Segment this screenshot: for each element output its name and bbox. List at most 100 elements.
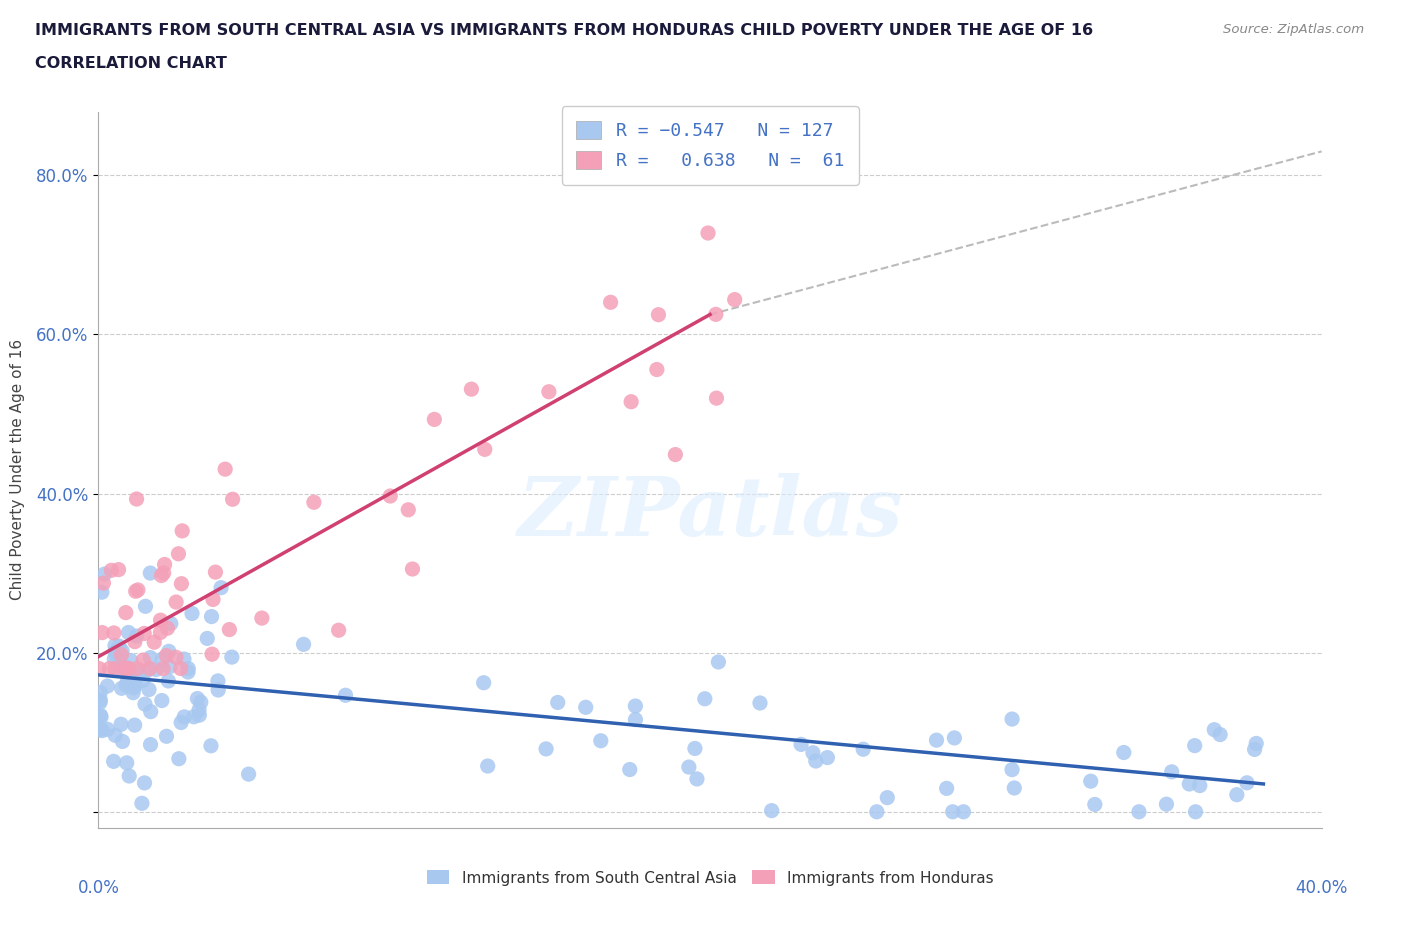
Point (218, 622, 240, 637)
Point (1160, 764, 1182, 779)
Point (190, 695, 212, 710)
Point (108, 639, 131, 654)
Point (645, 362, 668, 377)
Point (170, 577, 193, 591)
Point (167, 751, 190, 766)
Point (693, 691, 716, 706)
Point (159, 616, 181, 631)
Point (124, 677, 146, 692)
Point (804, 753, 827, 768)
Point (152, 565, 174, 580)
Point (103, 754, 125, 769)
Point (170, 661, 193, 676)
Point (1243, 742, 1265, 757)
Point (200, 609, 222, 624)
Point (790, 737, 813, 751)
Y-axis label: Child Poverty Under the Age of 16: Child Poverty Under the Age of 16 (10, 339, 25, 600)
Point (139, 704, 162, 719)
Point (1080, 774, 1102, 789)
Point (547, 695, 569, 710)
Point (125, 492, 148, 507)
Point (238, 766, 260, 781)
Text: 40.0%: 40.0% (1295, 879, 1348, 897)
Point (115, 661, 138, 676)
Point (706, 391, 728, 405)
Point (188, 702, 211, 717)
Point (120, 671, 142, 685)
Point (678, 760, 700, 775)
Point (1178, 777, 1201, 791)
Point (1156, 797, 1178, 812)
Point (1002, 780, 1025, 795)
Point (153, 557, 176, 572)
Point (380, 488, 402, 503)
Point (125, 661, 148, 676)
Point (472, 675, 495, 690)
Point (107, 562, 129, 577)
Point (103, 626, 125, 641)
Point (134, 599, 156, 614)
Point (104, 661, 127, 676)
Point (100, 563, 122, 578)
Point (195, 631, 218, 645)
Point (157, 673, 180, 688)
Point (90, 585, 112, 600)
Point (139, 737, 162, 752)
Point (125, 629, 148, 644)
Point (111, 661, 134, 676)
Point (152, 661, 174, 676)
Text: IMMIGRANTS FROM SOUTH CENTRAL ASIA VS IMMIGRANTS FROM HONDURAS CHILD POVERTY UND: IMMIGRANTS FROM SOUTH CENTRAL ASIA VS IM… (35, 23, 1094, 38)
Point (90, 710, 112, 724)
Point (112, 661, 135, 676)
Point (423, 412, 446, 427)
Point (401, 562, 423, 577)
Point (201, 646, 224, 661)
Point (1188, 778, 1211, 793)
Point (117, 674, 139, 689)
Point (204, 565, 226, 579)
Point (761, 804, 783, 818)
Point (96, 679, 118, 694)
Point (302, 495, 325, 510)
Point (139, 661, 162, 676)
Point (132, 673, 155, 688)
Text: 0.0%: 0.0% (77, 879, 120, 897)
Point (181, 606, 204, 621)
Point (114, 660, 136, 675)
Point (104, 728, 127, 743)
Point (110, 717, 132, 732)
Point (1001, 763, 1024, 777)
Point (173, 710, 195, 724)
Point (89, 695, 111, 710)
Point (177, 661, 200, 676)
Point (460, 381, 482, 396)
Point (134, 626, 156, 641)
Point (134, 697, 156, 711)
Point (138, 682, 160, 697)
Point (114, 659, 136, 674)
Point (165, 650, 187, 665)
Point (188, 708, 211, 723)
Point (89, 722, 111, 737)
Point (221, 492, 243, 507)
Point (115, 755, 138, 770)
Point (96, 722, 118, 737)
Point (474, 442, 496, 457)
Point (155, 648, 177, 663)
Point (111, 681, 134, 696)
Point (183, 710, 205, 724)
Point (749, 696, 772, 711)
Point (114, 605, 136, 620)
Point (801, 745, 824, 760)
Point (200, 738, 222, 753)
Point (124, 718, 146, 733)
Point (589, 734, 612, 749)
Point (575, 700, 598, 715)
Point (120, 653, 142, 668)
Point (396, 502, 419, 517)
Point (132, 653, 155, 668)
Point (149, 613, 172, 628)
Point (1112, 745, 1135, 760)
Point (87, 661, 110, 676)
Point (172, 524, 194, 538)
